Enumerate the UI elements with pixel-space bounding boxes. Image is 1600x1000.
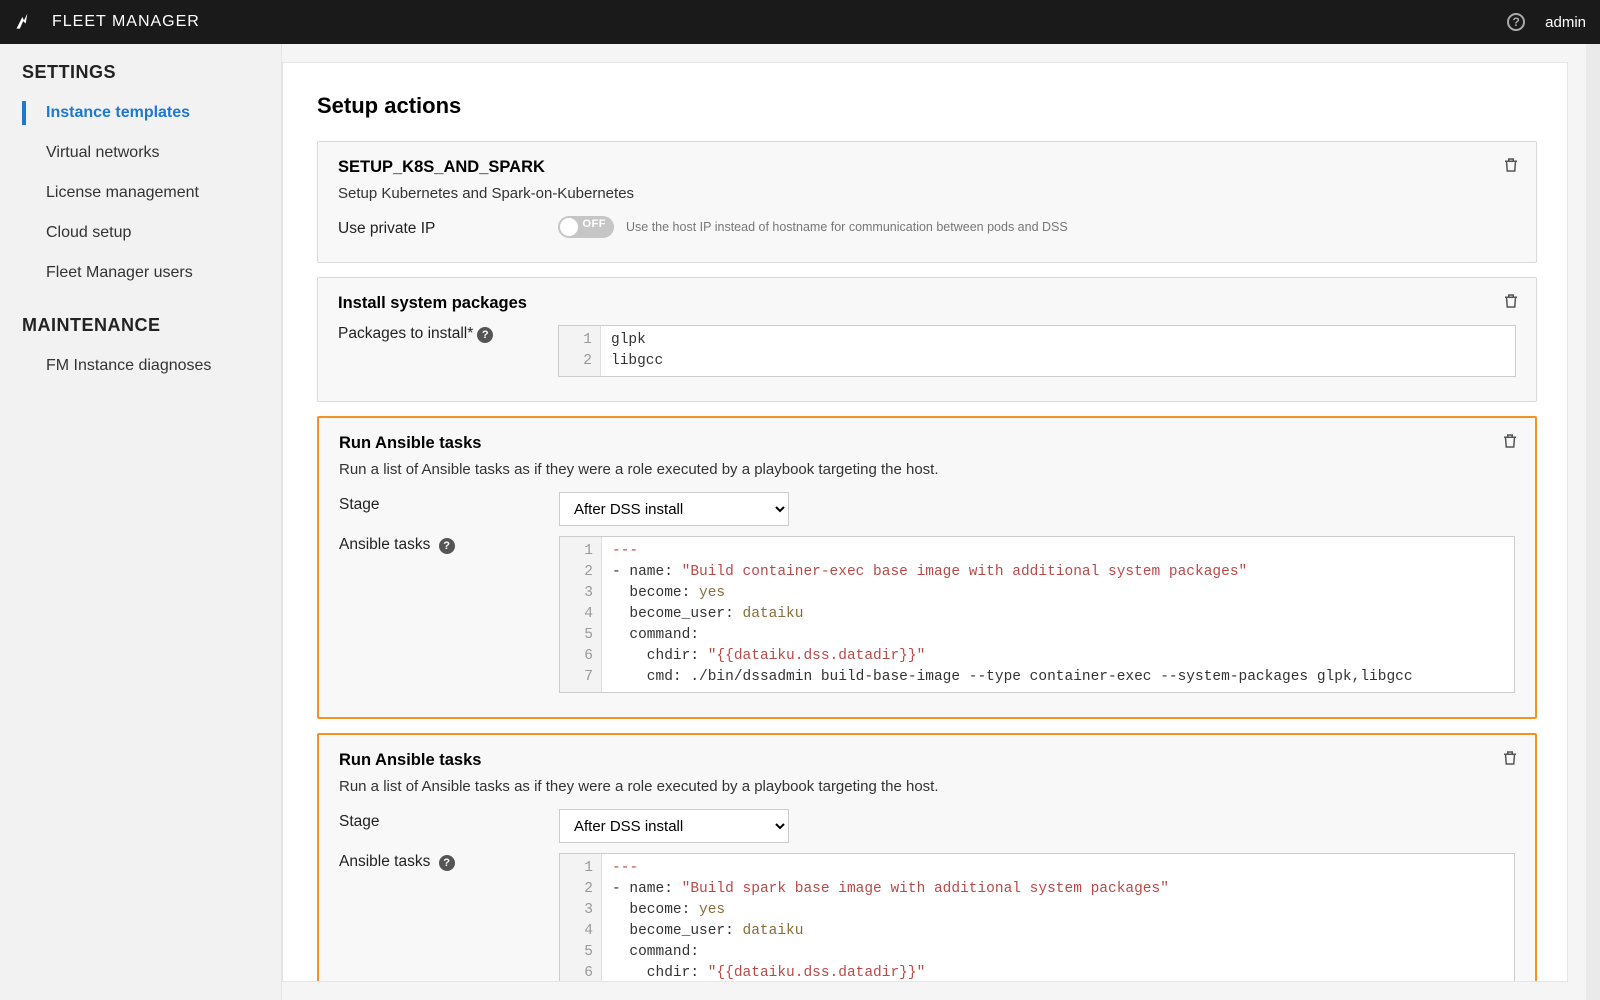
card-subtitle: Run a list of Ansible tasks as if they w… [339, 461, 1515, 478]
action-card-setup-k8s-spark: SETUP_K8S_AND_SPARK Setup Kubernetes and… [317, 141, 1537, 263]
action-card-install-packages: Install system packages Packages to inst… [317, 277, 1537, 402]
app-brand: FLEET MANAGER [52, 13, 200, 31]
delete-icon[interactable] [1501, 749, 1519, 767]
help-icon[interactable]: ? [439, 855, 455, 871]
stage-label: Stage [339, 492, 559, 514]
ansible-tasks-label: Ansible tasks ? [339, 532, 559, 554]
card-title: Run Ansible tasks [339, 434, 1515, 453]
sidebar: SETTINGS Instance templates Virtual netw… [0, 44, 282, 1000]
ansible-editor-1[interactable]: 1234567 --- - name: "Build container-exe… [559, 536, 1515, 693]
help-icon[interactable]: ? [1507, 13, 1525, 31]
stage-select[interactable]: After DSS install [559, 809, 789, 843]
card-subtitle: Run a list of Ansible tasks as if they w… [339, 778, 1515, 795]
scrollbar-gutter [1586, 44, 1600, 1000]
sidebar-item-fleet-manager-users[interactable]: Fleet Manager users [0, 253, 281, 293]
app-logo-icon [14, 12, 34, 32]
card-subtitle: Setup Kubernetes and Spark-on-Kubernetes [338, 185, 1516, 202]
sidebar-item-license-management[interactable]: License management [0, 173, 281, 213]
stage-select[interactable]: After DSS install [559, 492, 789, 526]
help-icon[interactable]: ? [439, 538, 455, 554]
sidebar-item-instance-templates[interactable]: Instance templates [0, 93, 281, 133]
action-card-ansible-2: Run Ansible tasks Run a list of Ansible … [317, 733, 1537, 982]
ansible-tasks-label: Ansible tasks ? [339, 849, 559, 871]
page-title: Setup actions [317, 93, 1537, 119]
delete-icon[interactable] [1501, 432, 1519, 450]
sidebar-item-fm-instance-diagnoses[interactable]: FM Instance diagnoses [0, 346, 281, 386]
delete-icon[interactable] [1502, 292, 1520, 310]
card-title: SETUP_K8S_AND_SPARK [338, 158, 1516, 177]
user-menu[interactable]: admin [1545, 14, 1586, 31]
topbar: FLEET MANAGER ? admin [0, 0, 1600, 44]
main-content: Setup actions SETUP_K8S_AND_SPARK Setup … [282, 62, 1568, 982]
card-title: Run Ansible tasks [339, 751, 1515, 770]
help-icon[interactable]: ? [477, 327, 493, 343]
ansible-editor-2[interactable]: 1234567 --- - name: "Build spark base im… [559, 853, 1515, 982]
use-private-ip-hint: Use the host IP instead of hostname for … [626, 220, 1068, 234]
packages-editor[interactable]: 12 glpk libgcc [558, 325, 1516, 377]
sidebar-item-virtual-networks[interactable]: Virtual networks [0, 133, 281, 173]
sidebar-item-cloud-setup[interactable]: Cloud setup [0, 213, 281, 253]
sidebar-heading-maintenance: MAINTENANCE [0, 315, 281, 346]
use-private-ip-label: Use private IP [338, 216, 558, 238]
delete-icon[interactable] [1502, 156, 1520, 174]
packages-label: Packages to install*? [338, 321, 558, 343]
action-card-ansible-1: Run Ansible tasks Run a list of Ansible … [317, 416, 1537, 719]
use-private-ip-toggle[interactable]: OFF [558, 216, 614, 238]
stage-label: Stage [339, 809, 559, 831]
sidebar-heading-settings: SETTINGS [0, 62, 281, 93]
card-title: Install system packages [338, 294, 1516, 313]
